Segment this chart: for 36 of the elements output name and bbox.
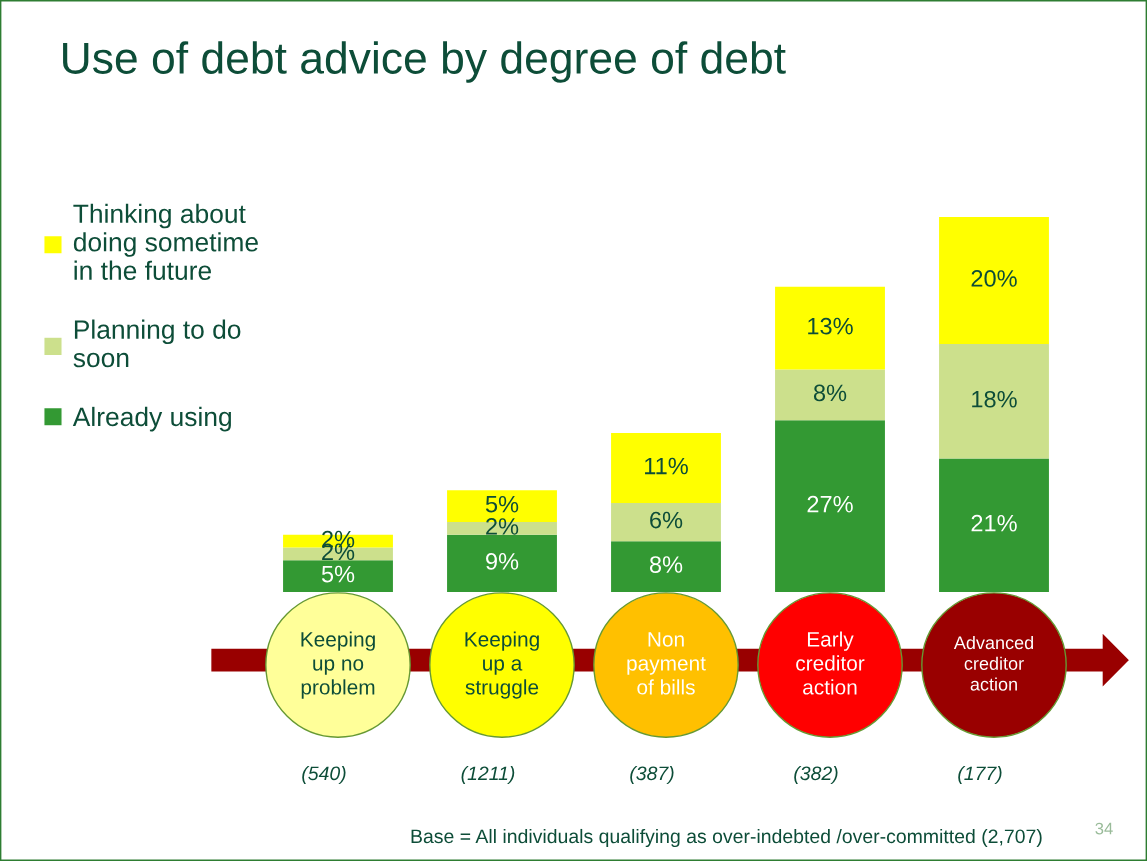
text: (382) [794,765,838,785]
chart-title: Use of debt advice by degree of debt [63,41,786,83]
data-label: 9% [486,553,519,570]
x-tick-label: Advanced creditor action [953,635,1033,691]
data-label: 13% [808,317,853,335]
data-label: 20% [971,270,1017,287]
x-tick-label: Keeping up a struggle [465,631,539,699]
text: (387) [630,765,674,785]
data-label: 21% [971,514,1017,532]
text: Base = All individuals qualifying as over-indebted /over-committed (2,707) [411,828,1042,848]
legend-label: Planning to do soon [73,319,241,368]
data-label: 27% [807,495,853,513]
data-label: 5% [321,565,355,583]
bar [775,286,885,370]
bar [611,502,721,542]
text: (540) [302,765,346,785]
bar [611,433,721,503]
text: (1211) [461,765,515,785]
bar [939,344,1049,459]
bar [775,369,885,421]
data-label: 2% [486,518,519,535]
x-tick-label: Keeping up no problem [301,631,375,699]
text: (177) [958,765,1002,785]
data-label: 18% [972,390,1017,408]
data-label: 8% [649,556,683,573]
x-tick-label: Early creditor action [796,631,865,695]
bar [939,216,1049,345]
x-tick-label: Non payment of bills [627,632,706,695]
data-label: 6% [650,511,683,529]
legend-label: Already using [72,406,231,432]
data-label: 8% [813,384,847,402]
text: 34 [1095,822,1113,835]
data-label: 5% [485,495,519,513]
bar [283,560,393,592]
data-label: 11% [645,457,688,475]
legend-label: Thinking about doing sometime in the future [73,203,258,280]
